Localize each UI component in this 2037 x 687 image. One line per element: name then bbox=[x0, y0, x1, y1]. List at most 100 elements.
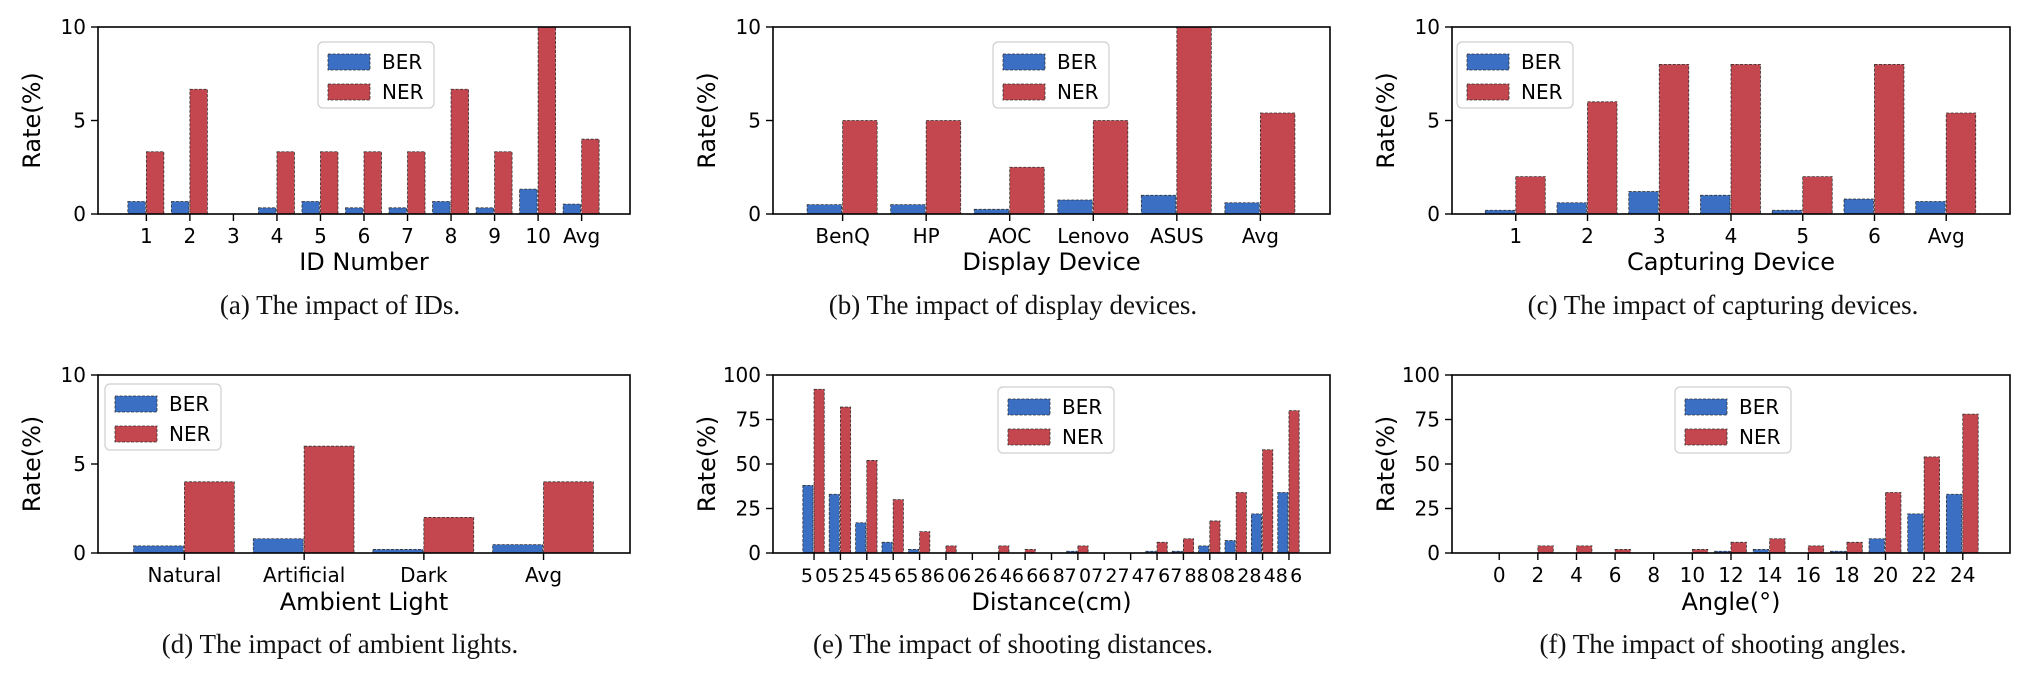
bar-ner-1 bbox=[1515, 176, 1546, 215]
legend-label-ner: NER bbox=[169, 422, 211, 446]
bar-ner-9 bbox=[494, 151, 513, 215]
x-tick-label: 6 bbox=[1609, 563, 1622, 587]
legend-swatch-ber bbox=[114, 395, 158, 413]
x-axis-label: Distance(cm) bbox=[971, 588, 1131, 616]
bar-ber-2 bbox=[1556, 202, 1587, 215]
legend-label-ber: BER bbox=[169, 392, 209, 416]
y-tick-label: 10 bbox=[61, 15, 86, 39]
legend-label-ner: NER bbox=[1062, 425, 1104, 449]
bar-ber-3 bbox=[1628, 191, 1659, 215]
legend-label-ber: BER bbox=[1521, 50, 1561, 74]
x-tick-label: Avg bbox=[563, 224, 600, 248]
y-tick-label: 0 bbox=[1427, 202, 1440, 226]
bar-ner-8 bbox=[450, 88, 469, 215]
caption-6: (f) The impact of shooting angles. bbox=[1539, 629, 1907, 659]
bar-ner-Avg bbox=[1945, 112, 1977, 215]
x-tick-label: 72 bbox=[1091, 565, 1117, 587]
bar-ner-Avg bbox=[543, 481, 594, 554]
x-tick-label: Lenovo bbox=[1057, 224, 1129, 248]
bar-ber-76 bbox=[1145, 550, 1157, 554]
bar-ber-4 bbox=[1700, 194, 1731, 215]
x-axis-label: Angle(°) bbox=[1681, 588, 1780, 616]
x-tick-label: 68 bbox=[1038, 565, 1064, 587]
y-tick-label: 0 bbox=[73, 202, 86, 226]
x-tick-label: 56 bbox=[880, 565, 906, 587]
bar-ner-Natural bbox=[184, 481, 235, 554]
bar-ner-7 bbox=[407, 151, 426, 215]
bar-ber-BenQ bbox=[806, 204, 843, 215]
bar-ber-Natural bbox=[133, 545, 184, 554]
x-tick-label: Avg bbox=[1242, 224, 1279, 248]
x-tick-label: 4 bbox=[1725, 224, 1738, 248]
bar-ber-4 bbox=[258, 207, 277, 215]
bar-ber-86 bbox=[1277, 492, 1289, 554]
bar-ber-5 bbox=[301, 201, 320, 215]
bar-ber-56 bbox=[881, 541, 893, 554]
bar-ber-Artificial bbox=[252, 538, 304, 554]
x-tick-label: 58 bbox=[906, 565, 932, 587]
caption-1: (a) The impact of IDs. bbox=[219, 290, 461, 320]
x-tick-label: Avg bbox=[525, 563, 562, 587]
bar-ner-54 bbox=[866, 460, 878, 554]
x-tick-label: 82 bbox=[1223, 565, 1249, 587]
bar-ner-3 bbox=[1658, 64, 1690, 215]
x-tick-label: 6 bbox=[358, 224, 371, 248]
bar-ner-2 bbox=[1537, 545, 1554, 554]
x-tick-label: 80 bbox=[1197, 565, 1223, 587]
x-axis-label: Display Device bbox=[962, 248, 1140, 276]
x-tick-label: 1 bbox=[1509, 224, 1522, 248]
x-tick-label: 4 bbox=[1570, 563, 1583, 587]
y-tick-label: 10 bbox=[736, 15, 761, 39]
x-tick-label: 2 bbox=[1531, 563, 1544, 587]
bar-ner-18 bbox=[1846, 541, 1863, 554]
bar-ner-10 bbox=[537, 26, 557, 215]
x-tick-label: 1 bbox=[140, 224, 153, 248]
legend-label-ber: BER bbox=[1739, 395, 1779, 419]
bar-ber-52 bbox=[828, 493, 840, 554]
caption-5: (e) The impact of shooting distances. bbox=[813, 629, 1213, 659]
x-tick-label: 78 bbox=[1170, 565, 1196, 587]
x-tick-label: 20 bbox=[1873, 563, 1898, 587]
x-tick-label: 3 bbox=[1653, 224, 1666, 248]
x-tick-label: 12 bbox=[1718, 563, 1743, 587]
x-tick-label: HP bbox=[913, 224, 940, 248]
x-tick-label: 54 bbox=[854, 565, 880, 587]
x-tick-label: 84 bbox=[1249, 565, 1275, 587]
y-tick-label: 0 bbox=[1427, 541, 1440, 565]
caption-2: (b) The impact of display devices. bbox=[828, 290, 1198, 320]
bar-ner-ASUS bbox=[1176, 26, 1212, 215]
y-axis-label: Rate(%) bbox=[693, 416, 721, 513]
bar-ber-24 bbox=[1945, 493, 1963, 554]
bar-ner-5 bbox=[320, 151, 339, 215]
bar-ber-HP bbox=[890, 204, 926, 215]
y-tick-label: 10 bbox=[1415, 15, 1440, 39]
x-tick-label: Dark bbox=[400, 563, 448, 587]
x-tick-label: ASUS bbox=[1150, 224, 1204, 248]
legend: BER NER bbox=[997, 386, 1115, 454]
x-tick-label: 62 bbox=[959, 565, 985, 587]
bar-ner-2 bbox=[1587, 101, 1618, 215]
caption-4: (d) The impact of ambient lights. bbox=[161, 629, 519, 659]
legend-swatch-ber bbox=[1466, 53, 1510, 71]
y-axis-label: Rate(%) bbox=[18, 416, 46, 513]
bar-ner-70 bbox=[1077, 545, 1089, 554]
bar-ner-14 bbox=[1769, 538, 1786, 554]
y-tick-label: 0 bbox=[748, 202, 761, 226]
bar-ner-Avg bbox=[581, 138, 600, 215]
legend: BER NER bbox=[1674, 386, 1792, 454]
y-axis-label: Rate(%) bbox=[1372, 72, 1400, 169]
y-tick-label: 25 bbox=[736, 497, 761, 521]
x-axis-label: Ambient Light bbox=[280, 588, 449, 616]
x-tick-label: 10 bbox=[525, 224, 550, 248]
x-tick-label: 66 bbox=[1012, 565, 1038, 587]
legend: BER NER bbox=[104, 383, 222, 451]
x-tick-label: 22 bbox=[1911, 563, 1936, 587]
bar-ber-7 bbox=[388, 207, 407, 215]
bar-ner-HP bbox=[925, 120, 962, 215]
x-tick-label: 8 bbox=[445, 224, 458, 248]
bar-ner-78 bbox=[1183, 538, 1195, 554]
bar-ber-84 bbox=[1250, 513, 1262, 554]
bar-ner-86 bbox=[1288, 410, 1300, 554]
legend-label-ner: NER bbox=[1057, 80, 1099, 104]
